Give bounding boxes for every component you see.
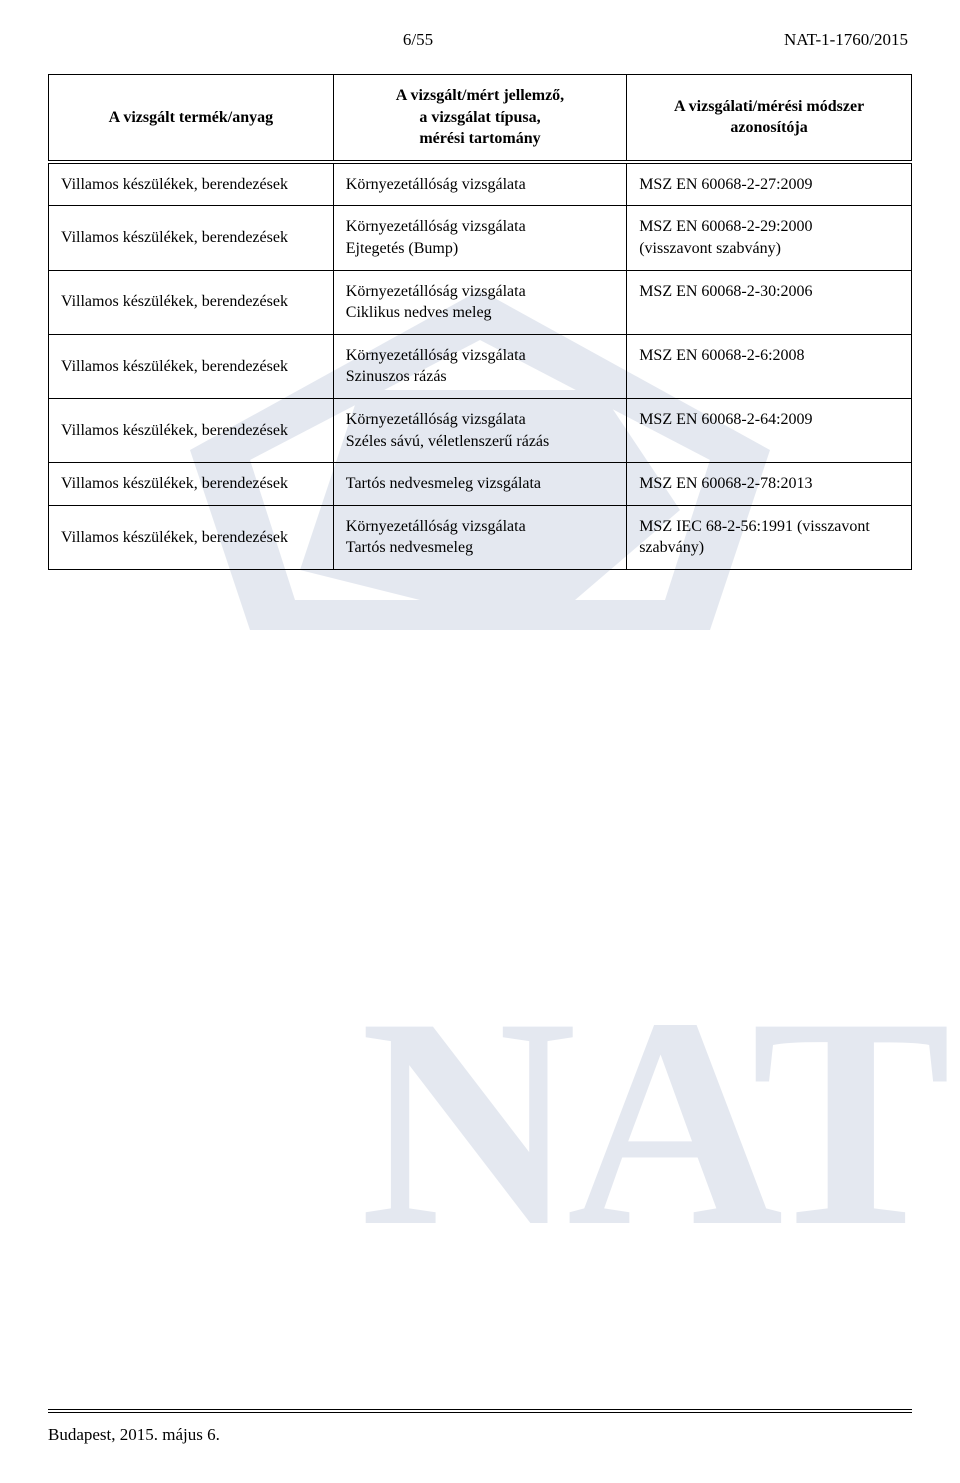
table-row: Villamos készülékek, berendezésekKörnyez… [49,206,912,270]
table-cell: Villamos készülékek, berendezések [49,270,334,334]
table-row: Villamos készülékek, berendezésekKörnyez… [49,334,912,398]
table-cell: Villamos készülékek, berendezések [49,206,334,270]
table-cell: MSZ EN 60068-2-6:2008 [627,334,912,398]
standards-table: A vizsgált termék/anyag A vizsgált/mért … [48,74,912,570]
table-row: Villamos készülékek, berendezésekKörnyez… [49,270,912,334]
table-row: Villamos készülékek, berendezésekKörnyez… [49,398,912,462]
table-cell: Környezetállóság vizsgálata [333,162,626,206]
footer-text: Budapest, 2015. május 6. [48,1425,220,1444]
table-row: Villamos készülékek, berendezésekKörnyez… [49,505,912,569]
table-header-row: A vizsgált termék/anyag A vizsgált/mért … [49,75,912,162]
table-cell: Villamos készülékek, berendezések [49,162,334,206]
page-footer: Budapest, 2015. május 6. [48,1409,912,1445]
table-cell: MSZ EN 60068-2-78:2013 [627,463,912,506]
col-header-method: A vizsgálati/mérési módszerazonosítója [627,75,912,162]
table-cell: MSZ EN 60068-2-27:2009 [627,162,912,206]
table-cell: Környezetállóság vizsgálataSzinuszos ráz… [333,334,626,398]
page-number: 6/55 [52,30,784,50]
table-cell: MSZ EN 60068-2-29:2000(visszavont szabvá… [627,206,912,270]
table-cell: Környezetállóság vizsgálataEjtegetés (Bu… [333,206,626,270]
table-row: Villamos készülékek, berendezésekTartós … [49,463,912,506]
col-header-characteristic: A vizsgált/mért jellemző,a vizsgálat típ… [333,75,626,162]
table-row: Villamos készülékek, berendezésekKörnyez… [49,162,912,206]
table-cell: Villamos készülékek, berendezések [49,334,334,398]
table-cell: Villamos készülékek, berendezések [49,398,334,462]
table-cell: Környezetállóság vizsgálataTartós nedves… [333,505,626,569]
table-cell: Környezetállóság vizsgálataSzéles sávú, … [333,398,626,462]
document-reference: NAT-1-1760/2015 [784,30,908,50]
table-cell: Környezetállóság vizsgálataCiklikus nedv… [333,270,626,334]
table-cell: Tartós nedvesmeleg vizsgálata [333,463,626,506]
page-header: 6/55 NAT-1-1760/2015 [48,30,912,56]
table-cell: MSZ IEC 68-2-56:1991 (visszavont szabván… [627,505,912,569]
table-cell: Villamos készülékek, berendezések [49,505,334,569]
table-cell: MSZ EN 60068-2-30:2006 [627,270,912,334]
col-header-product: A vizsgált termék/anyag [49,75,334,162]
table-cell: Villamos készülékek, berendezések [49,463,334,506]
table-cell: MSZ EN 60068-2-64:2009 [627,398,912,462]
